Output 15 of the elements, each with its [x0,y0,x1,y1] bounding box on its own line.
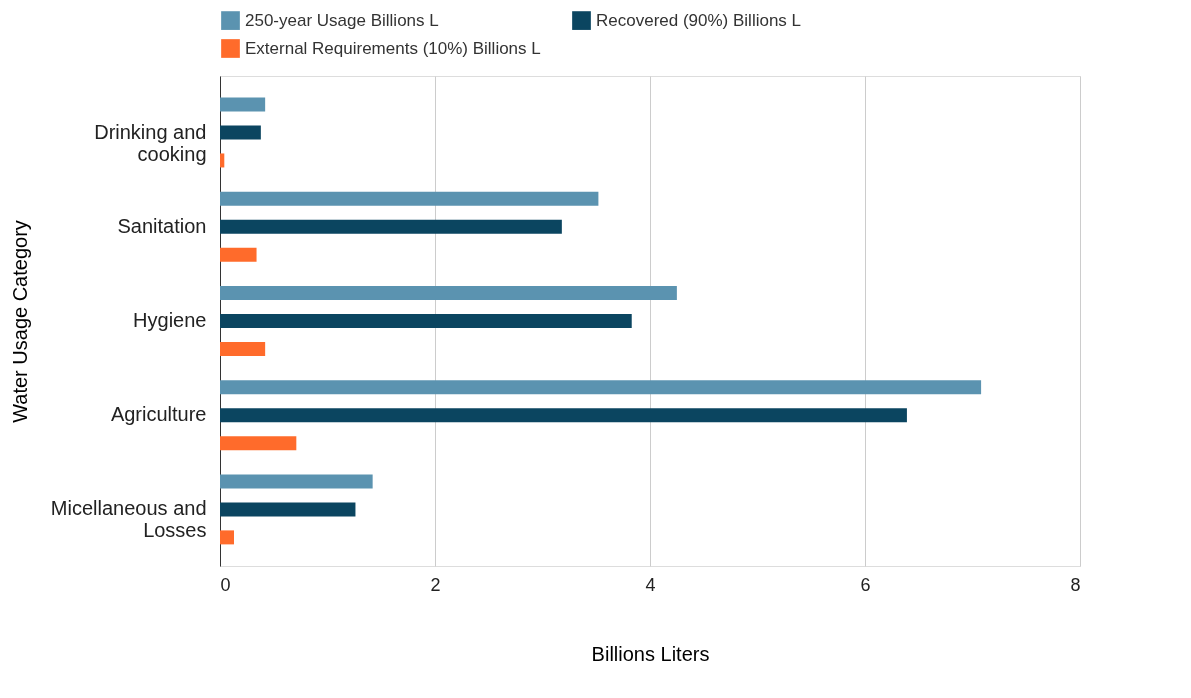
y-axis-title: Water Usage Category [8,220,31,423]
x-tick-label: 2 [430,574,441,595]
legend-label: Recovered (90%) Billions L [596,10,802,30]
x-tick-label: 0 [220,574,231,595]
x-tick-label: 8 [1070,574,1081,595]
y-tick-label: Drinking and cooking [94,120,207,165]
y-tick-label: Agriculture [110,403,207,426]
y-tick-label: Micellaneous and Losses [50,497,207,542]
legend-label: 250-year Usage Billions L [245,10,439,30]
y-tick-label: Sanitation [117,214,207,237]
x-tick-label: 4 [645,574,656,595]
x-tick-label: 6 [860,574,871,595]
x-axis-title: Billions Liters [591,642,710,665]
legend-label: External Requirements (10%) Billions L [245,38,541,58]
y-tick-label: Hygiene [133,309,207,331]
